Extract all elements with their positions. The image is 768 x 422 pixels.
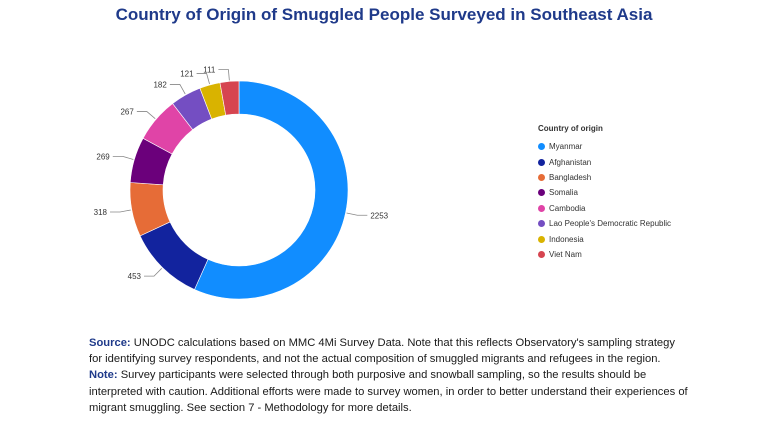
data-label-somalia: 269 — [96, 152, 110, 161]
legend-item-lao-people-s-democratic-republic[interactable]: Lao People's Democratic Republic — [538, 216, 671, 231]
legend-item-somalia[interactable]: Somalia — [538, 185, 671, 200]
legend-item-viet-nam[interactable]: Viet Nam — [538, 247, 671, 262]
legend-swatch-indonesia — [538, 235, 545, 243]
legend-label-somalia: Somalia — [549, 188, 578, 198]
data-label-indonesia: 121 — [180, 69, 194, 78]
legend-swatch-myanmar — [538, 143, 545, 151]
legend-item-afghanistan[interactable]: Afghanistan — [538, 154, 671, 169]
legend-label-afghanistan: Afghanistan — [549, 157, 592, 167]
legend-label-bangladesh: Bangladesh — [549, 172, 592, 182]
donut-chart: 2253 453 318 269 267 182 121 111 — [94, 65, 389, 300]
source-note: Source: UNODC calculations based on MMC … — [89, 335, 689, 367]
legend-swatch-cambodia — [538, 204, 545, 212]
legend-item-bangladesh[interactable]: Bangladesh — [538, 170, 671, 185]
legend-title: Country of origin — [538, 124, 603, 133]
leader-line-somalia — [112, 155, 134, 160]
legend-label-viet-nam: Viet Nam — [549, 249, 582, 259]
leader-line-lao-people-s-democratic-republic — [169, 84, 186, 95]
legend-label-lao-people-s-democratic-republic: Lao People's Democratic Republic — [549, 219, 672, 229]
data-label-bangladesh: 318 — [94, 208, 108, 217]
legend-swatch-viet-nam — [538, 250, 545, 258]
data-label-lao-people-s-democratic-republic: 182 — [153, 80, 167, 89]
data-label-cambodia: 267 — [120, 108, 134, 117]
slice-afghanistan[interactable] — [139, 221, 209, 290]
leader-line-cambodia — [136, 111, 156, 120]
leader-line-indonesia — [196, 73, 210, 85]
note-paragraph: Note: Survey participants were selected … — [89, 367, 689, 416]
legend-item-cambodia[interactable]: Cambodia — [538, 201, 671, 216]
legend-items: Myanmar Afghanistan Bangladesh Somalia Cambo… — [538, 139, 671, 262]
chart-notes: Source: UNODC calculations based on MMC … — [89, 335, 689, 416]
legend-item-indonesia[interactable]: Indonesia — [538, 231, 671, 246]
legend-label-myanmar: Myanmar — [549, 142, 583, 152]
legend-swatch-afghanistan — [538, 158, 545, 166]
legend-item-myanmar[interactable]: Myanmar — [538, 139, 671, 154]
data-label-viet-nam: 111 — [203, 65, 216, 74]
source-text: UNODC calculations based on MMC 4Mi Surv… — [89, 337, 675, 366]
data-label-afghanistan: 453 — [128, 272, 142, 281]
leader-line-afghanistan — [144, 268, 163, 277]
slice-myanmar[interactable] — [194, 80, 349, 300]
legend-swatch-bangladesh — [538, 173, 545, 181]
slice-viet-nam[interactable] — [219, 80, 240, 116]
legend-swatch-somalia — [538, 189, 545, 197]
legend-label-indonesia: Indonesia — [549, 234, 584, 244]
leader-line-bangladesh — [110, 209, 131, 213]
legend-label-cambodia: Cambodia — [549, 203, 586, 213]
chart-title: Country of Origin of Smuggled People Sur… — [115, 5, 653, 24]
source-label: Source: — [89, 337, 131, 349]
leader-line-viet-nam — [218, 69, 230, 81]
note-text: Survey participants were selected throug… — [89, 369, 688, 414]
legend: Country of origin Myanmar Afghanistan Bang… — [538, 124, 671, 262]
note-label: Note: — [89, 369, 118, 382]
legend-swatch-lao-people-s-democratic-republic — [538, 220, 545, 228]
data-label-myanmar: 2253 — [370, 211, 388, 220]
leader-line-myanmar — [346, 212, 368, 216]
